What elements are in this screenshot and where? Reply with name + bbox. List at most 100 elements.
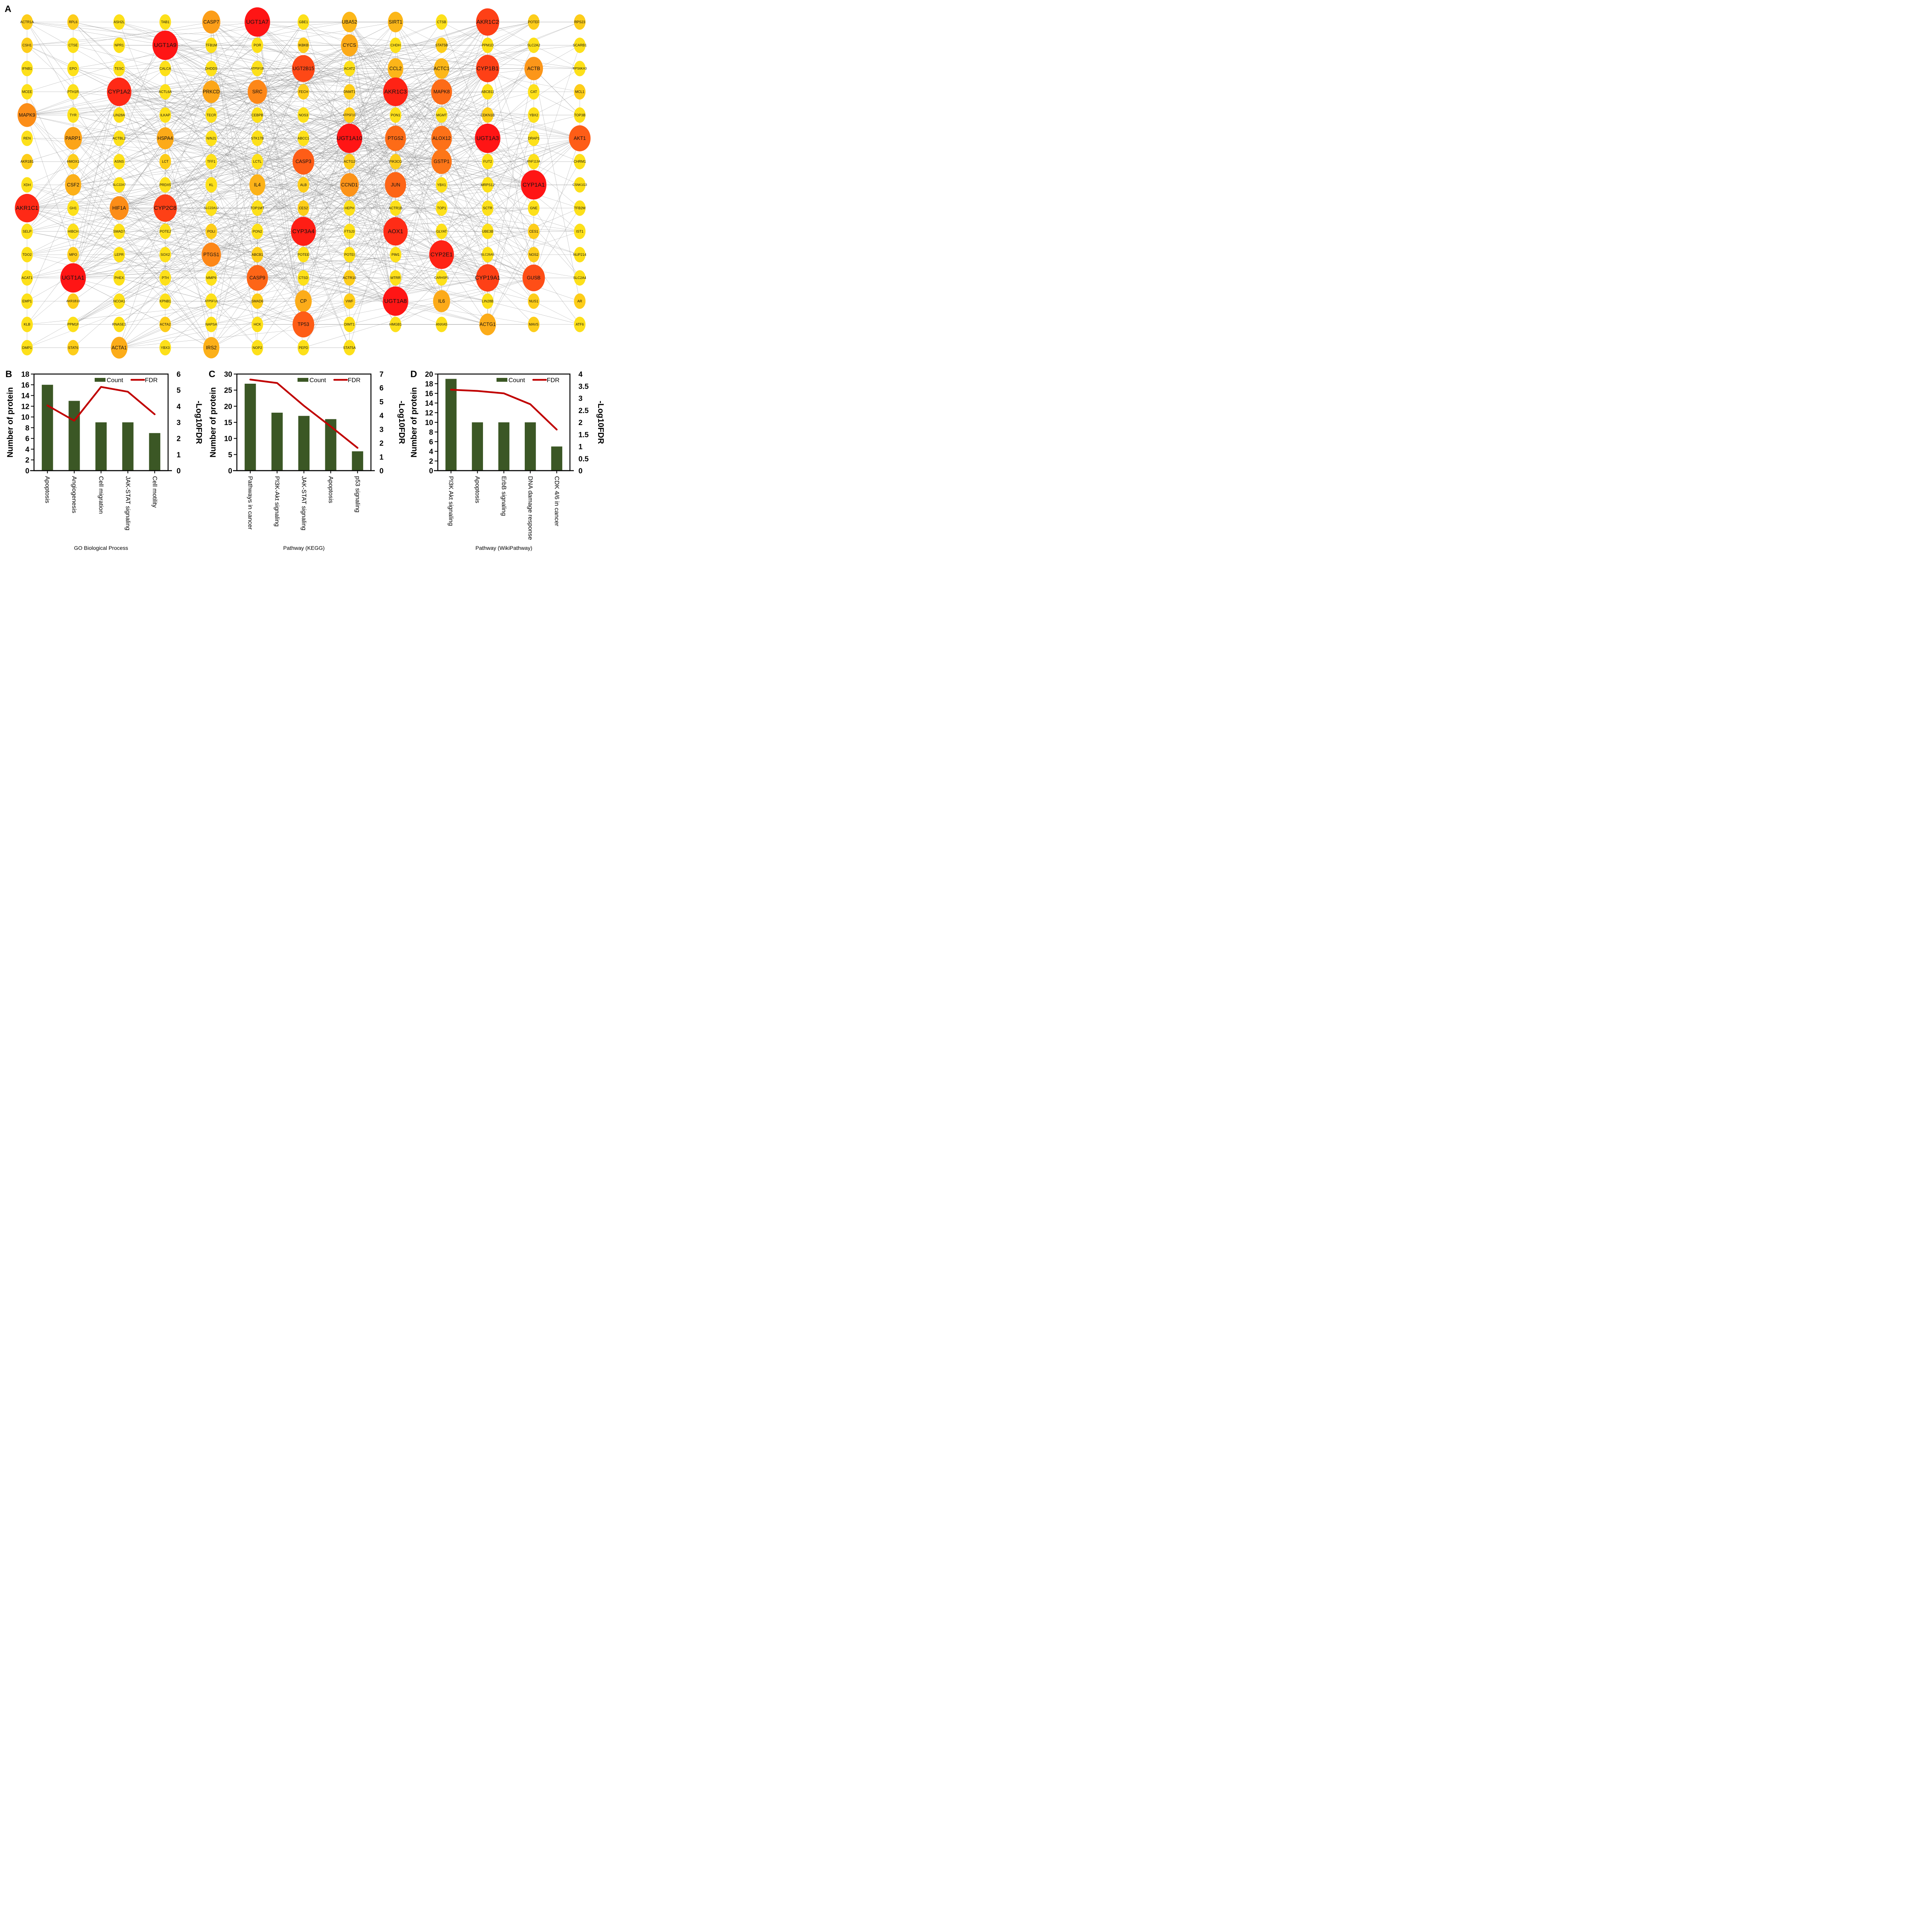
network-node[interactable]: PRDX5 [160,177,171,193]
network-node[interactable]: ABCB1 [252,247,263,262]
network-node[interactable]: PPM1D [481,37,494,53]
network-node[interactable]: ATP5F1C [343,107,356,123]
network-node[interactable]: CARHSP1 [434,270,449,286]
network-node[interactable]: ABCB11 [481,84,494,100]
network-node[interactable]: PARP1 [64,127,82,150]
network-node[interactable]: HIF1A [109,196,129,220]
network-node[interactable]: UGT1A3 [475,124,500,153]
network-node[interactable]: MTRR [389,270,401,286]
network-node[interactable]: REN [21,131,33,146]
network-node[interactable]: GH1 [67,200,79,216]
network-node[interactable]: UGT1A8 [383,286,408,316]
network-node[interactable]: LEPR [113,247,125,262]
network-node[interactable]: STK17B [251,131,264,146]
network-node[interactable]: SLC2A2 [527,37,540,53]
network-node[interactable]: IL6 [433,290,450,312]
network-node[interactable]: STAT5A [343,340,356,355]
network-node[interactable]: YBX1 [435,177,447,193]
network-node[interactable]: POTEE [298,247,310,262]
network-node[interactable]: SOX2 [159,247,171,262]
network-node[interactable]: IL4 [249,174,265,196]
network-node[interactable]: DMP1 [21,340,33,355]
network-node[interactable]: RPL6 [67,14,79,30]
network-node[interactable]: MCEE [21,84,33,100]
network-node[interactable]: ACTA1 [111,337,128,359]
network-node[interactable]: JUN [385,172,406,198]
network-node[interactable]: RPS6KA3 [573,61,587,77]
network-node[interactable]: SMAD7 [113,223,125,239]
network-node[interactable]: CES2 [298,200,310,216]
network-node[interactable]: ATF6 [574,316,586,332]
network-node[interactable]: TYR [67,107,79,123]
network-node[interactable]: FTSJ3 [344,223,355,239]
network-node[interactable]: TFB1M [205,37,217,53]
network-node[interactable]: LCT [159,154,171,170]
network-node[interactable]: CYCS [341,34,358,56]
network-node[interactable]: HMOX1 [67,154,79,170]
network-node[interactable]: GNE [528,200,540,216]
network-node[interactable]: CYP3A4 [291,217,316,246]
network-node[interactable]: STAT6 [67,340,79,355]
network-node[interactable]: GSTP1 [431,149,452,174]
network-node[interactable]: HSPA4 [156,127,174,150]
network-node[interactable]: POLI [205,223,217,239]
network-node[interactable]: CYP19A1 [475,264,500,292]
network-node[interactable]: PIM1 [389,247,401,262]
network-node[interactable]: ACTG1 [479,313,496,335]
network-node[interactable]: SIRT1 [388,12,403,32]
network-node[interactable]: CEBPB [252,107,264,123]
network-node[interactable]: SLC22A7 [112,177,126,193]
network-node[interactable]: UGT1A9 [152,31,178,60]
network-node[interactable]: GLYAT [435,223,447,239]
network-node[interactable]: NCOA1 [113,293,125,309]
network-node[interactable]: SLC26A5 [481,247,495,262]
network-node[interactable]: FUT2 [482,154,493,170]
network-node[interactable]: SMAD6 [251,293,264,309]
network-node[interactable]: CYP2E1 [429,240,454,269]
network-node[interactable]: PTH [159,270,171,286]
network-node[interactable]: IFNB1 [21,61,33,77]
network-node[interactable]: PHEX [113,270,125,286]
network-node[interactable]: XDH [21,177,33,193]
network-node[interactable]: PON1 [389,107,401,123]
network-node[interactable]: ACTC1 [434,58,449,79]
network-node[interactable]: DIMT1 [344,316,355,332]
network-node[interactable]: ACTB [524,57,543,80]
network-node[interactable]: TFB2M [574,200,586,216]
network-node[interactable]: MAVS [528,316,540,332]
network-node[interactable]: RPS23 [574,14,586,30]
network-node[interactable]: CALCA [160,61,171,77]
network-node[interactable]: SLC2A4 [573,270,587,286]
network-node[interactable]: FECH [298,84,310,100]
network-node[interactable]: ACTL6A [159,84,172,100]
network-node[interactable]: ALOX12 [431,126,452,151]
network-node[interactable]: DNMT1 [344,84,355,100]
network-node[interactable]: ACTA2 [159,316,171,332]
network-node[interactable]: ACTR10 [343,270,356,286]
network-node[interactable]: RNF113A [527,154,541,170]
network-node[interactable]: PTGS1 [201,242,221,267]
network-node[interactable]: TECR [205,107,217,123]
network-node[interactable]: ACAT2 [344,61,355,77]
network-node[interactable]: CCND1 [340,173,359,197]
network-node[interactable]: UGT2B15 [292,55,315,82]
network-node[interactable]: ILKAP [159,107,171,123]
network-node[interactable]: DRAP1 [528,131,539,146]
network-node[interactable]: CTSB [435,14,447,30]
network-node[interactable]: CSNK1G3 [573,177,587,193]
network-node[interactable]: CAT [528,84,540,100]
network-node[interactable]: AKR1B1 [20,154,34,170]
network-node[interactable]: CSF2 [65,174,82,196]
network-node[interactable]: EMP1 [21,293,33,309]
network-node[interactable]: SLC22A12 [204,200,219,216]
network-node[interactable]: NINJ1 [205,131,217,146]
network-node[interactable]: CTSE [67,37,79,53]
network-node[interactable]: NUS1 [528,293,540,309]
network-node[interactable]: YBX2 [528,107,540,123]
network-node[interactable]: YBX3 [159,340,171,355]
network-node[interactable]: CP [295,290,312,312]
network-node[interactable]: PIK3CG [389,154,402,170]
network-node[interactable]: NUP214 [573,247,586,262]
network-node[interactable]: CDKN1B [481,107,495,123]
network-node[interactable]: GUSB [522,264,545,291]
